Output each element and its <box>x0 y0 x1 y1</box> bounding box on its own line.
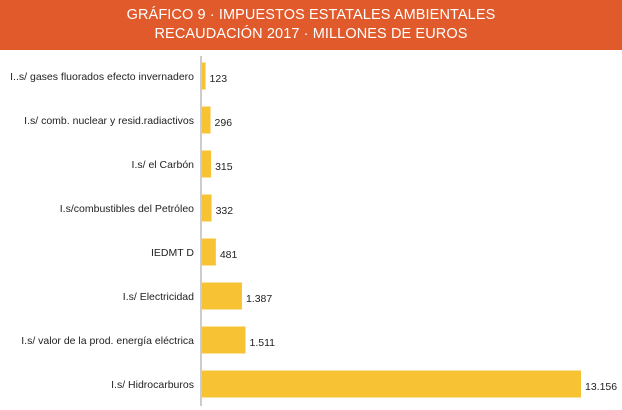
bar <box>202 106 211 134</box>
bar <box>202 326 246 354</box>
chart-subtitle: RECAUDACIÓN 2017 · MILLONES DE EUROS <box>154 26 468 42</box>
bar <box>202 238 216 266</box>
category-label: I.s/ Electricidad <box>123 291 194 303</box>
bar-chart: I..s/ gases fluorados efecto invernadero… <box>10 56 617 406</box>
bar <box>202 370 581 398</box>
bar <box>202 150 212 178</box>
data-label: 332 <box>216 205 234 217</box>
bar <box>202 194 212 222</box>
category-label: I.s/ valor de la prod. energía eléctrica <box>21 335 194 347</box>
category-label: I.s/ el Carbón <box>132 159 195 171</box>
category-label: I.s/ comb. nuclear y resid.radiactivos <box>24 115 194 127</box>
data-label: 315 <box>215 161 233 173</box>
data-label: 123 <box>210 73 228 85</box>
data-label: 481 <box>220 249 238 261</box>
category-label: I.s/ Hidrocarburos <box>111 379 194 391</box>
category-label: I.s/combustibles del Petróleo <box>60 203 194 215</box>
chart-title: GRÁFICO 9 · IMPUESTOS ESTATALES AMBIENTA… <box>126 7 496 23</box>
data-label: 296 <box>215 117 233 129</box>
chart-header: GRÁFICO 9 · IMPUESTOS ESTATALES AMBIENTA… <box>0 0 622 50</box>
data-label: 13.156 <box>585 381 617 393</box>
bar <box>202 62 206 90</box>
bar <box>202 282 242 310</box>
category-label: I..s/ gases fluorados efecto invernadero <box>10 71 194 83</box>
category-label: IEDMT D <box>151 247 194 259</box>
data-label: 1.387 <box>246 293 272 305</box>
data-label: 1.511 <box>250 337 276 349</box>
